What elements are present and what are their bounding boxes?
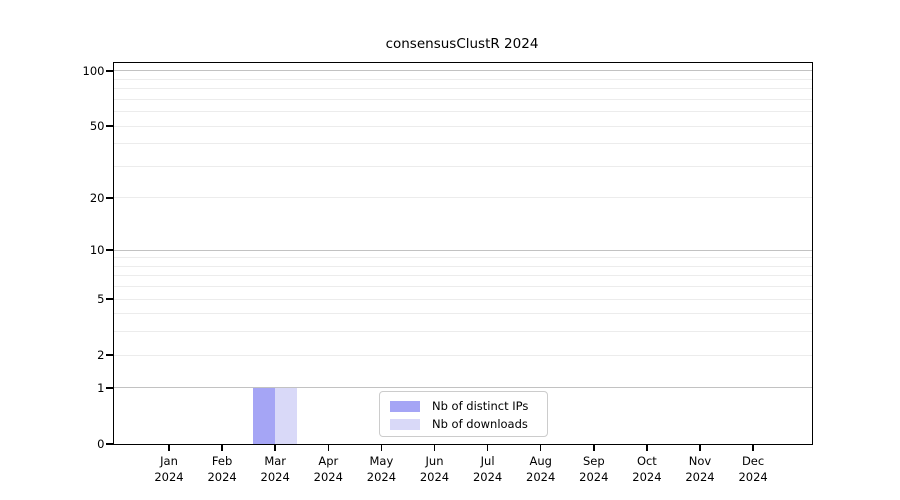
minor-gridline [114,197,812,199]
x-axis-tick-label: Oct 2024 [615,454,679,485]
month-label: Jan [160,454,178,468]
year-label: 2024 [579,469,609,484]
legend-swatch-distinct-ips [390,400,420,412]
x-axis-tick [646,444,648,451]
x-axis-tick-label: Mar 2024 [243,454,307,485]
month-label: Feb [211,454,233,468]
y-axis-tick [106,354,113,356]
year-label: 2024 [313,469,343,484]
month-label: Dec [741,454,765,468]
y-axis-tick-label: 1 [97,380,105,395]
x-axis-tick-label: Jul 2024 [456,454,520,485]
x-axis-tick [699,444,701,451]
x-axis-tick-label: Jun 2024 [403,454,467,485]
y-axis-tick [106,387,113,389]
year-label: 2024 [685,469,715,484]
major-gridline [114,249,812,251]
month-label: Mar [264,454,287,468]
x-axis-tick-label: Feb 2024 [190,454,254,485]
y-axis-tick [106,249,113,251]
legend-item-distinct-ips: Nb of distinct IPs [390,397,547,415]
legend-label-downloads: Nb of downloads [432,417,528,431]
y-axis-tick-label: 0 [97,437,105,451]
x-axis-tick [327,444,330,451]
bar-nb-of-distinct-ips-mar [253,387,276,444]
minor-gridline [114,265,812,267]
legend: Nb of distinct IPs Nb of downloads [379,391,548,437]
minor-gridline [114,111,812,113]
month-label: Apr [318,454,339,468]
y-axis-tick [106,70,113,72]
x-axis-tick-label: Nov 2024 [668,454,732,485]
year-label: 2024 [738,469,768,484]
y-axis-tick-label: 5 [97,292,105,307]
minor-gridline [114,88,812,90]
y-axis-tick [106,197,113,199]
x-axis-tick-label: Aug 2024 [509,454,573,485]
year-label: 2024 [419,469,450,484]
y-axis-tick-label: 100 [82,63,105,78]
minor-gridline [114,98,812,100]
year-label: 2024 [526,469,556,484]
legend-label-distinct-ips: Nb of distinct IPs [432,399,529,413]
minor-gridline [114,78,812,80]
x-axis-tick-label: Sep 2024 [562,454,626,485]
year-label: 2024 [366,469,397,484]
year-label: 2024 [154,469,184,484]
minor-gridline [114,354,812,356]
minor-gridline [114,313,812,315]
year-label: 2024 [472,469,503,484]
major-gridline [114,387,812,389]
month-label: Sep [582,454,605,468]
y-axis-tick [106,298,113,300]
month-label: Oct [636,454,657,468]
chart-title: consensusClustR 2024 [385,36,539,52]
month-label: Jul [480,454,495,468]
x-axis-tick [221,444,223,451]
major-gridline [114,70,812,72]
minor-gridline [114,286,812,288]
legend-swatch-downloads [390,418,420,430]
month-label: Aug [529,454,552,468]
x-axis-tick-label: May 2024 [349,454,413,485]
y-axis-tick-label: 50 [89,119,105,134]
month-label: Jun [425,454,444,468]
minor-gridline [114,298,812,300]
month-label: Nov [688,454,712,468]
minor-gridline [114,165,812,167]
minor-gridline [114,331,812,333]
x-axis-tick [274,444,276,451]
x-axis-tick [486,444,489,451]
y-axis-tick [106,443,113,445]
x-axis-tick [168,444,170,451]
minor-gridline [114,257,812,259]
y-axis-tick-label: 2 [97,348,105,363]
y-axis-tick-label: 10 [89,243,105,258]
year-label: 2024 [632,469,662,484]
year-label: 2024 [260,469,290,484]
minor-gridline [114,125,812,127]
month-label: May [369,454,394,468]
bar-nb-of-downloads-mar [275,387,298,444]
y-axis-tick [106,125,113,127]
minor-gridline [114,143,812,145]
minor-gridline [114,275,812,277]
x-axis-tick-label: Apr 2024 [296,454,360,485]
plot-area: 0 1 2 5 10 20 50 100 Jan 2024 Feb 2024 Mar 2024 Apr 20… [83,62,813,484]
legend-item-downloads: Nb of downloads [390,415,547,433]
x-axis-tick [752,444,754,451]
y-axis-tick-label: 20 [89,190,105,205]
year-label: 2024 [207,469,237,484]
x-axis-tick [539,444,542,451]
x-axis-tick-label: Jan 2024 [137,454,201,485]
x-axis-tick [433,444,436,451]
x-axis-tick [593,444,595,451]
x-axis-tick [380,444,383,451]
x-axis-tick-label: Dec 2024 [721,454,785,485]
